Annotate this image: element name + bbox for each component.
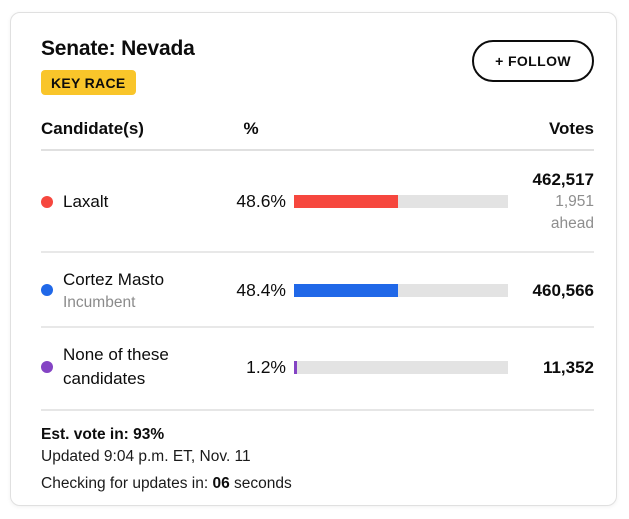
candidate-cell: Cortez Masto Incumbent <box>41 268 216 312</box>
candidate-cell: Laxalt <box>41 190 216 214</box>
header-left: Senate: Nevada KEY RACE <box>41 37 195 95</box>
candidate-name: Laxalt <box>63 191 109 211</box>
candidate-cell: None of these candidates <box>41 343 216 391</box>
est-vote-value: 93% <box>133 426 165 443</box>
candidate-dot <box>41 284 53 296</box>
col-header-votes: Votes <box>548 119 594 138</box>
table-row: Cortez Masto Incumbent 48.4% 460,566 <box>41 253 594 328</box>
update-countdown-line: Checking for updates in: 06 seconds <box>41 473 594 495</box>
candidate-dot <box>41 195 53 208</box>
col-header-candidate: Candidate(s) <box>41 119 144 138</box>
percent-value: 1.2% <box>246 356 286 377</box>
race-card: Senate: Nevada KEY RACE + FOLLOW Candida… <box>10 12 617 506</box>
page-title: Senate: Nevada <box>41 37 195 60</box>
votes-value: 11,352 <box>542 357 594 377</box>
countdown-suffix: seconds <box>234 475 292 492</box>
est-vote-line: Est. vote in: 93% <box>41 424 594 446</box>
candidate-bar-track <box>294 283 508 297</box>
margin-label: ahead <box>550 215 594 232</box>
table-row: None of these candidates 1.2% 11,352 <box>41 328 594 407</box>
bar-cell <box>286 283 508 297</box>
votes-value: 462,517 <box>532 170 594 189</box>
updated-timestamp: Updated 9:04 p.m. ET, Nov. 11 <box>41 448 251 465</box>
candidate-bar-fill <box>294 360 297 374</box>
card-footer: Est. vote in: 93% Updated 9:04 p.m. ET, … <box>41 409 594 495</box>
margin-value: 1,951 <box>555 193 594 210</box>
card-header: Senate: Nevada KEY RACE + FOLLOW <box>30 37 596 95</box>
candidate-name: None of these candidates <box>63 345 169 388</box>
votes-cell: 11,352 <box>508 356 594 379</box>
percent-value: 48.4% <box>236 279 286 300</box>
incumbent-label: Incumbent <box>63 294 136 311</box>
col-header-percent: % <box>243 119 259 138</box>
votes-cell: 462,517 1,951 ahead <box>508 168 594 235</box>
countdown-value: 06 <box>212 475 230 492</box>
candidate-name: Cortez Masto <box>63 270 165 289</box>
votes-value: 460,566 <box>532 280 594 300</box>
candidate-bar-track <box>294 360 508 374</box>
follow-button[interactable]: + FOLLOW <box>472 40 594 82</box>
candidate-bar-fill <box>294 195 398 208</box>
percent-value: 48.6% <box>236 191 286 211</box>
candidate-name-block: Cortez Masto Incumbent <box>63 268 164 312</box>
bar-cell <box>286 195 508 208</box>
candidate-bar-track <box>294 195 508 208</box>
table-header: Candidate(s) % Votes <box>41 119 594 151</box>
table-row: Laxalt 48.6% 462,517 1,951 ahead <box>41 151 594 253</box>
candidate-dot <box>41 361 53 373</box>
key-race-badge: KEY RACE <box>41 70 136 95</box>
candidate-bar-fill <box>294 283 398 297</box>
results-table: Candidate(s) % Votes Laxalt 48.6% 462,51… <box>30 119 596 407</box>
votes-cell: 460,566 <box>508 279 594 302</box>
est-vote-label: Est. vote in: <box>41 426 129 443</box>
countdown-prefix: Checking for updates in: <box>41 475 209 492</box>
bar-cell <box>286 360 508 374</box>
